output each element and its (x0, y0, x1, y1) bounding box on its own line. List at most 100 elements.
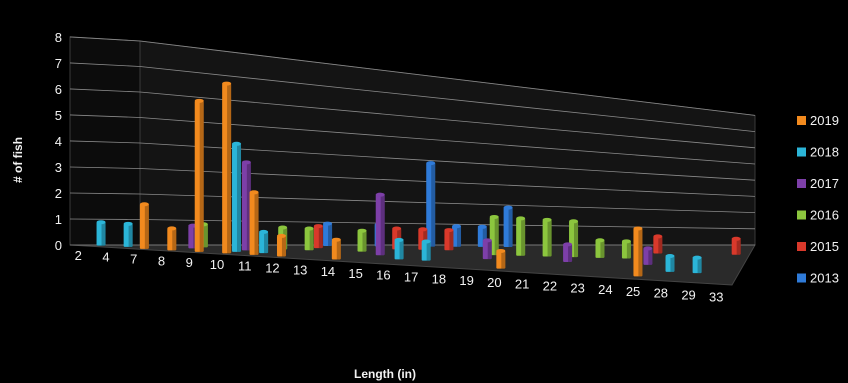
gridline (69, 192, 756, 213)
bar-body (96, 222, 106, 246)
bar (426, 161, 436, 247)
y-tick-label: 0 (55, 238, 62, 253)
gridline (69, 88, 756, 149)
bar-shade (638, 228, 643, 277)
bar-top (392, 226, 402, 231)
bar (542, 217, 552, 257)
bar-top (394, 237, 404, 242)
x-tick-label: 14 (321, 264, 335, 279)
y-tick-label: 1 (55, 212, 62, 227)
bar-top (621, 239, 631, 244)
bar-shade (648, 248, 653, 265)
bar-shade (318, 226, 323, 249)
x-tick-label: 8 (158, 253, 165, 268)
y-tick-label: 8 (55, 30, 62, 45)
bar-top (563, 242, 573, 247)
bar-shade (423, 229, 428, 250)
x-tick-label: 17 (404, 270, 418, 285)
bar-top (516, 216, 526, 221)
bar-body (621, 241, 631, 259)
bar-body (222, 83, 232, 254)
bar (304, 226, 314, 251)
y-tick-label: 2 (55, 186, 62, 201)
bar (249, 190, 259, 255)
x-tick-label: 7 (130, 252, 137, 267)
x-tick-label: 20 (487, 275, 501, 290)
bar-top (139, 202, 149, 207)
bar-body (276, 235, 286, 257)
bar-shade (227, 83, 232, 254)
x-tick-label: 23 (570, 280, 584, 295)
bar-body (123, 223, 133, 247)
bar-body (653, 236, 663, 254)
bar-shade (101, 222, 106, 246)
bar (375, 192, 385, 256)
bar-top (421, 239, 431, 244)
legend-entry: 2019 (797, 113, 839, 128)
bar-body (421, 241, 431, 261)
bar-shade (264, 231, 269, 254)
bar-body (167, 228, 177, 251)
bar-shade (449, 230, 454, 251)
bar-body (194, 100, 204, 252)
bar-top (653, 234, 663, 239)
bar-body (665, 255, 675, 272)
bar-top (482, 238, 492, 243)
bar-top (375, 192, 385, 197)
legend-label: 2013 (810, 271, 839, 286)
bars (96, 81, 741, 277)
x-tick-label: 24 (598, 282, 612, 297)
bar (621, 239, 631, 259)
bar-top (665, 253, 675, 258)
gridline (69, 36, 756, 116)
bar-shade (128, 223, 133, 247)
bar-top (643, 246, 653, 251)
bar-top (426, 161, 436, 166)
bar (731, 236, 741, 255)
bar (96, 220, 106, 246)
bar-shade (547, 219, 552, 257)
x-tick-label: 21 (515, 277, 529, 292)
bar-shade (246, 162, 251, 251)
bar (123, 221, 133, 247)
bar-body (731, 238, 741, 255)
x-tick-label: 15 (348, 266, 362, 281)
bar-shade (144, 204, 149, 249)
y-tick-label: 3 (55, 160, 62, 175)
x-tick-label: 11 (238, 259, 252, 274)
legend-swatch (797, 179, 806, 188)
bar (516, 216, 526, 256)
bar-body (496, 250, 506, 269)
bar-body (232, 143, 242, 252)
bar (241, 160, 251, 251)
bar-top (569, 219, 579, 224)
bar-body (394, 239, 404, 260)
bar-shade (574, 221, 579, 258)
bar-shade (482, 226, 487, 247)
bar (489, 214, 499, 256)
bar-top (595, 238, 605, 243)
bar-shade (501, 250, 506, 269)
bar-shade (380, 194, 385, 256)
bar-body (692, 257, 702, 274)
bar-shade (697, 257, 702, 274)
bar-top (323, 221, 333, 226)
bar-body (249, 192, 259, 255)
legend-entry: 2018 (797, 145, 839, 160)
bar-shade (626, 241, 631, 259)
bar-body (259, 231, 269, 254)
x-tick-label: 28 (654, 286, 668, 301)
legend-entry: 2015 (797, 239, 839, 254)
bar-top (249, 190, 259, 195)
bar-top (232, 141, 242, 146)
x-tick-label: 10 (210, 257, 224, 272)
bar-body (139, 204, 149, 249)
bar-shade (281, 235, 286, 257)
x-tick-label: 12 (265, 261, 279, 276)
bar-top (731, 236, 741, 241)
bar-body (313, 226, 323, 249)
legend-swatch (797, 273, 806, 283)
bar (331, 237, 341, 260)
bar-top (222, 81, 232, 86)
